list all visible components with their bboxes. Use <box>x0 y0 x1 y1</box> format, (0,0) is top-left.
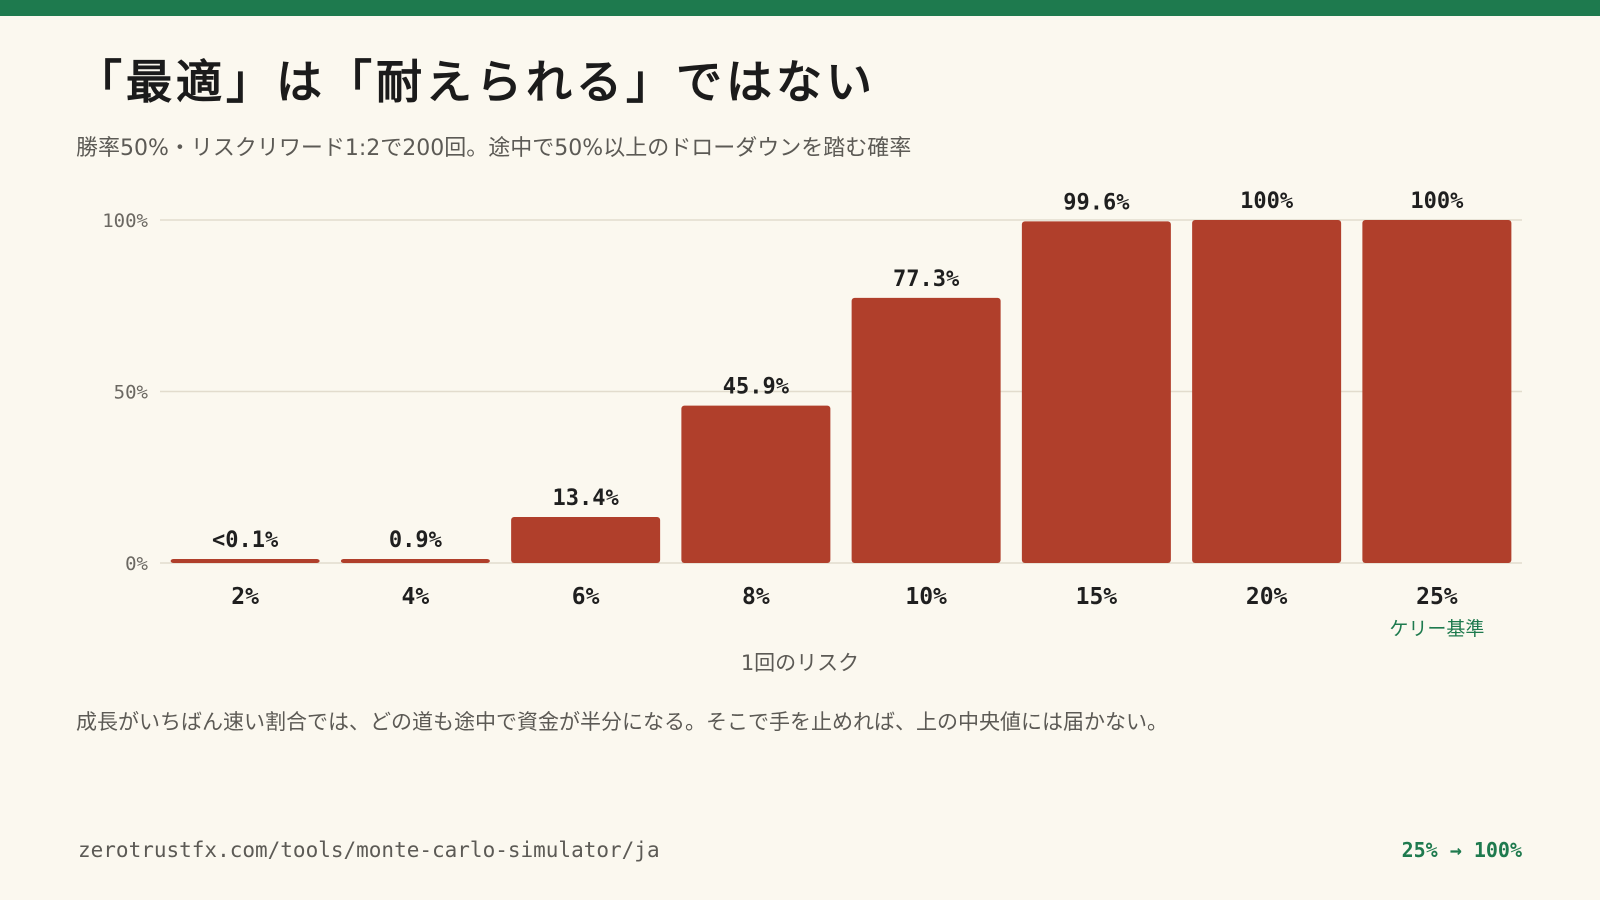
data-label: 45.9% <box>723 375 790 400</box>
footer-url: zerotrustfx.com/tools/monte-carlo-simula… <box>78 838 660 862</box>
x-tick-label: 25% <box>1416 584 1458 610</box>
data-label: 0.9% <box>389 528 443 553</box>
data-label: 77.3% <box>893 267 960 292</box>
x-tick-label: 10% <box>905 584 947 610</box>
y-axis-ticks: 0% 50% 100% <box>102 210 148 575</box>
top-accent-bar <box>0 0 1600 16</box>
x-tick-label: 4% <box>402 584 430 610</box>
x-tick-label: 8% <box>742 584 770 610</box>
x-axis-ticks: 2% 4% 6% 8% 10% 15% 20% 25% ケリー基準 <box>231 584 1484 640</box>
bar <box>511 517 661 563</box>
bar <box>170 559 320 563</box>
x-tick-label: 20% <box>1246 584 1288 610</box>
data-label: <0.1% <box>212 528 279 553</box>
data-labels: <0.1% 0.9% 13.4% 45.9% 77.3% 99.6% 100% 100% <box>212 189 1464 553</box>
x-tick-label: 15% <box>1076 584 1118 610</box>
bar <box>1021 221 1171 563</box>
y-tick-label: 50% <box>114 382 149 404</box>
footer-note: 25% → 100% <box>1401 838 1522 862</box>
chart-caption: 成長がいちばん速い割合では、どの道も途中で資金が半分になる。そこで手を止めれば、… <box>76 710 1168 734</box>
data-label: 99.6% <box>1063 190 1130 215</box>
bar-chart: 0% 50% 100% <0.1% 0.9% 13.4% 45.9% 77.3% 99.6% 1… <box>102 189 1522 675</box>
y-tick-label: 0% <box>125 553 148 575</box>
page-title: 「最適」は「耐えられる」ではない <box>76 55 876 109</box>
x-tick-label: 2% <box>231 584 259 610</box>
chart-bars <box>170 220 1512 563</box>
x-tick-label: 6% <box>572 584 600 610</box>
data-label: 100% <box>1410 189 1464 214</box>
bar <box>340 559 490 563</box>
y-tick-label: 100% <box>102 210 148 232</box>
x-axis-label: 1回のリスク <box>741 651 859 675</box>
bar <box>851 297 1001 563</box>
kelly-criterion-note: ケリー基準 <box>1389 618 1484 640</box>
page-subtitle: 勝率50%・リスクリワード1:2で200回。途中で50%以上のドローダウンを踏む… <box>76 136 912 161</box>
bar <box>1362 220 1512 563</box>
data-label: 13.4% <box>553 486 620 511</box>
bar <box>1192 220 1342 563</box>
bar <box>681 405 831 563</box>
data-label: 100% <box>1240 189 1294 214</box>
